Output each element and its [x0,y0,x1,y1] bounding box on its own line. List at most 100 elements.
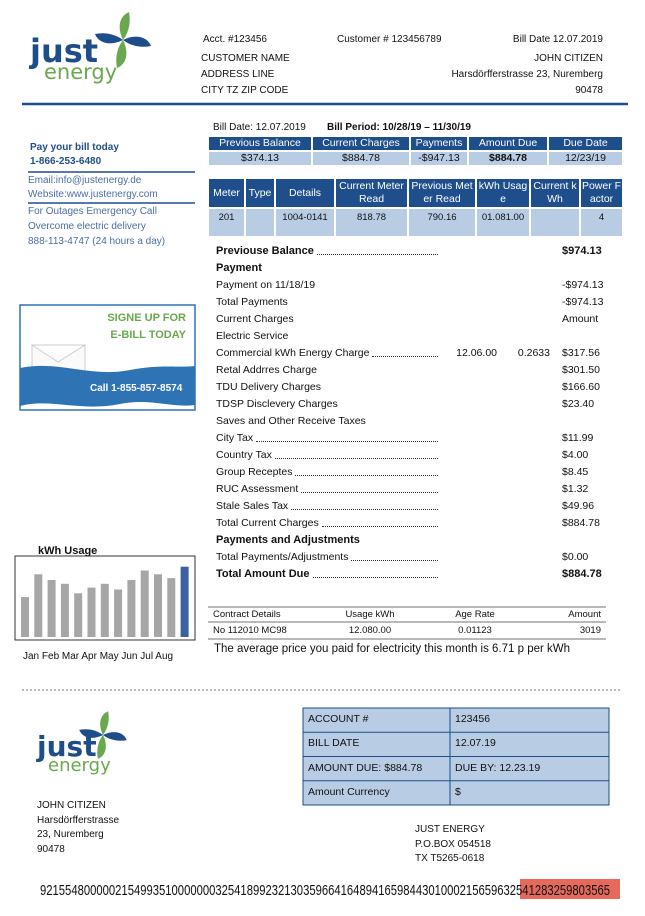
remit-cell: DUE BY: 12.23.19 [455,761,541,774]
charge-label: Total Payments [216,296,288,308]
usage-bar [74,593,83,637]
contract-header: Contract Details [213,609,281,620]
remit-cell: AMOUNT DUE: $884.78 [308,761,423,774]
charge-row: Electric Service [216,330,516,342]
leader [301,483,438,493]
charge-row: Payment [216,262,516,274]
summary-value: $884.78 [312,151,410,166]
usage-bar [167,578,176,637]
charge-row: Payment on 11/18/19 [216,279,516,291]
usage-bar [100,583,109,637]
charge-value: $166.60 [562,381,600,393]
summary-bill-period: Bill Period: 10/28/19 – 11/30/19 [327,122,471,133]
charge-row: Total Payments [216,296,516,308]
meter-value: 01.081.00 [476,208,530,237]
charge-label: Saves and Other Receive Taxes [216,415,366,427]
header-value: JOHN CITIZEN [534,53,603,64]
email: Email:info@justenergy.de [28,175,142,186]
pay-phone: 1-866-253-6480 [30,156,102,167]
usage-title: kWh Usage [38,545,98,557]
promo-title: SIGNE UP FOR [107,312,186,324]
leader [256,432,438,442]
outage-line: For Outages Emergency Call [28,206,157,217]
company-line: JUST ENERGY [415,824,485,835]
stamp [520,879,620,899]
header-value: Harsdörfferstrasse 23, Nuremberg [451,69,603,80]
charge-rate: 0.2633 [517,347,550,359]
meter-value: 1004-0141 [275,208,335,237]
promo-call: Call 1-855-857-8574 [90,383,183,394]
logo-text: just [28,32,98,70]
header-label: CITY TZ ZIP CODE [201,85,289,96]
usage-bar [21,597,29,637]
meter-header: Previous Meter Read [408,178,476,208]
remit-cell: ACCOUNT # [308,713,369,725]
charge-label: Total Payments/Adjustments [216,551,349,563]
usage-bar [34,574,43,637]
summary-value: -$947.13 [410,151,468,166]
charge-label: Previouse Balance [216,245,314,257]
summary-bill-date: Bill Date: 12.07.2019 [213,122,306,133]
charge-row: Country Tax [216,449,438,463]
promo-title: E-BILL TODAY [110,329,186,341]
leader [316,245,438,255]
meter-header: Details [275,178,335,208]
charge-label: Country Tax [216,449,272,461]
charge-value: -$974.13 [562,279,604,291]
meter-header: Current kWh [530,178,580,208]
meter-header: Type [245,178,275,208]
charge-row: Saves and Other Receive Taxes [216,415,516,427]
charge-value: $49.96 [562,500,595,512]
usage-bar [140,570,149,637]
charge-value: $11.99 [562,432,594,444]
remit-cell: BILL DATE [308,737,360,750]
charge-row: Total Amount Due [216,568,438,582]
leader [274,449,438,459]
leader [351,551,438,561]
charge-row: Current Charges [216,313,516,325]
summary-header: Payments [410,136,468,151]
charge-label: Total Current Charges [216,517,319,529]
charge-label: Payment [216,262,262,274]
meter-value: 4 [580,208,623,237]
charge-value: $0.00 [562,551,589,563]
customer-line: 90478 [37,843,65,855]
charge-label: TDSP Disclevery Charges [216,398,338,410]
meter-header: kWh Usage [476,178,530,208]
charge-row: RUC Assessment [216,483,438,497]
remit-cell: 12.07.19 [455,737,496,750]
charge-value: $8.45 [562,466,589,478]
usage-bar [180,566,189,637]
charge-row: TDU Delivery Charges [216,381,516,393]
meter-value: 818.78 [335,208,408,237]
contract-cell: No 112010 MC98 [213,625,287,636]
promo-banner [20,365,195,407]
contract-cell: 12.080.00 [348,625,392,636]
summary-header: Previous Balance [208,136,312,151]
outage-line: 888-113-4747 (24 hours a day) [28,236,166,247]
charge-label: Commercial kWh Energy Charge [216,347,370,359]
charge-row: Total Current Charges [216,517,438,531]
charge-row: Total Payments/Adjustments [216,551,438,565]
usage-bar [87,587,96,637]
charge-row: Group Receptes [216,466,438,480]
charge-label: City Tax [216,432,254,444]
header-label: ADDRESS LINE [201,69,275,80]
charge-label: Stale Sales Tax [216,500,289,512]
charge-value: $4.00 [562,449,589,461]
pay-title: Pay your bill today [30,142,119,153]
charge-row: TDSP Disclevery Charges [216,398,516,410]
charge-row: City Tax [216,432,438,446]
logo-text: energy [48,755,111,776]
header-value: 90478 [575,85,603,96]
charge-value: $301.50 [562,364,600,376]
summary-value: $884.78 [468,151,548,166]
meter-value [245,208,275,237]
meter-header: Meter [208,178,245,208]
charge-value: $23.40 [562,398,595,410]
customer-line: 23, Nuremberg [37,829,104,840]
company-line: TX T5265-0618 [415,853,485,864]
charge-row: Previouse Balance [216,245,438,259]
outage-line: Overcome electric delivery [28,221,146,232]
